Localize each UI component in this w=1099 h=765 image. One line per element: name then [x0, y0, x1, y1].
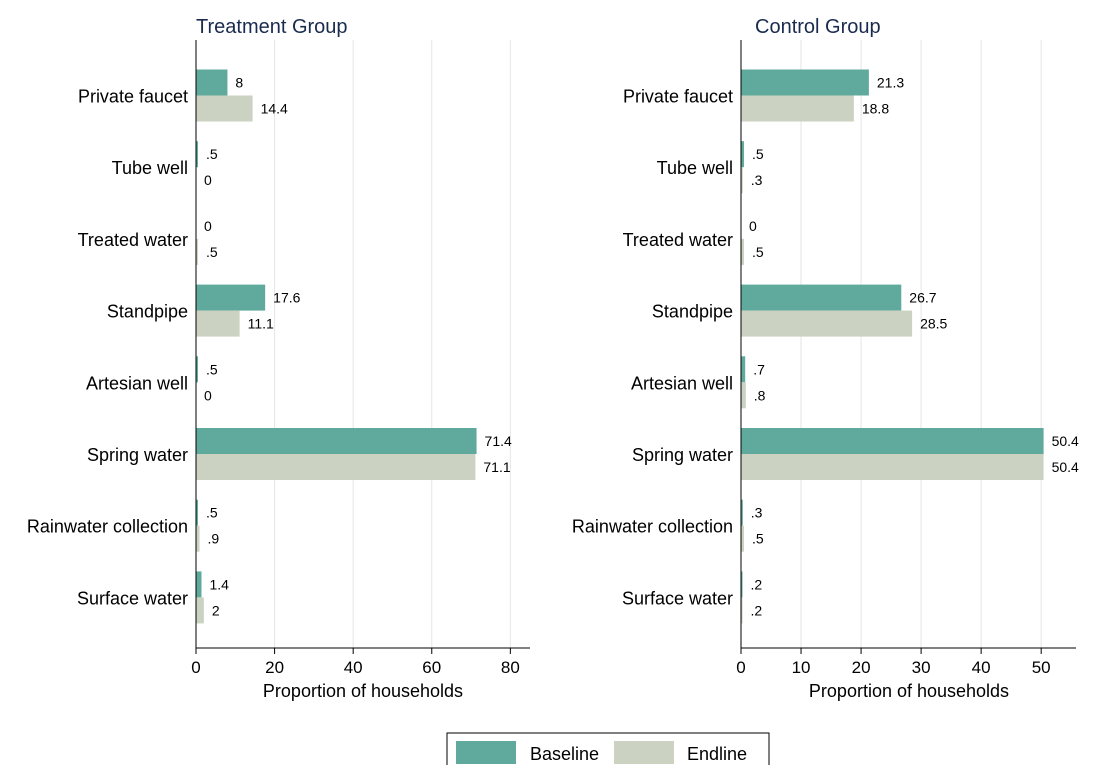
legend: Baseline Endline [446, 732, 770, 765]
control-data-label-endline: 50.4 [1052, 459, 1079, 475]
control-data-label-baseline: .7 [753, 361, 765, 377]
control-data-label-endline: .5 [752, 531, 764, 547]
treatment-data-label-endline: 71.1 [483, 459, 510, 475]
control-bar-endline [741, 382, 746, 409]
treatment-bar-baseline [196, 428, 477, 454]
legend-label-baseline: Baseline [530, 744, 599, 764]
treatment-bar-baseline [196, 356, 198, 383]
control-bar-baseline [741, 356, 746, 383]
treatment-data-label-endline: 2 [212, 602, 220, 618]
treatment-data-label-baseline: .5 [206, 505, 218, 521]
treatment-bar-baseline [196, 499, 198, 526]
treatment-bar-baseline [196, 69, 228, 96]
treatment-category-label: Standpipe [107, 302, 188, 322]
control-x-tick-label: 30 [912, 658, 931, 677]
control-bar-baseline [741, 284, 902, 311]
control-data-label-baseline: 21.3 [877, 75, 904, 91]
control-bar-baseline [741, 499, 743, 526]
legend-swatch-baseline [456, 741, 516, 764]
treatment-bar-endline [196, 95, 253, 122]
treatment-category-label: Artesian well [86, 373, 188, 393]
legend-swatch-endline [614, 741, 674, 764]
treatment-category-label: Rainwater collection [27, 517, 188, 537]
control-x-tick-label: 40 [972, 658, 991, 677]
control-bar-endline [741, 310, 913, 337]
control-x-axis-title: Proportion of households [809, 681, 1009, 701]
control-bar-baseline [741, 428, 1044, 454]
control-data-label-endline: .3 [751, 172, 763, 188]
control-data-label-baseline: 50.4 [1052, 433, 1079, 449]
treatment-data-label-endline: 0 [204, 172, 212, 188]
control-data-label-endline: 18.8 [862, 101, 889, 117]
treatment-data-label-endline: .9 [208, 531, 220, 547]
control-data-label-endline: .8 [754, 387, 766, 403]
control-category-label: Tube well [657, 158, 733, 178]
control-bar-endline [741, 597, 743, 624]
control-bar-baseline [741, 571, 743, 598]
treatment-x-tick-label: 80 [501, 658, 520, 677]
treatment-data-label-endline: 14.4 [261, 101, 288, 117]
control-bar-baseline [741, 69, 869, 96]
treatment-x-tick-label: 40 [344, 658, 363, 677]
control-data-label-baseline: 26.7 [909, 290, 936, 306]
control-category-label: Standpipe [652, 302, 733, 322]
control-bar-endline [741, 238, 745, 265]
control-data-label-baseline: .5 [752, 146, 764, 162]
treatment-bar-endline [196, 597, 204, 624]
control-category-label: Rainwater collection [572, 517, 733, 537]
treatment-data-label-baseline: 0 [204, 218, 212, 234]
control-x-tick-label: 0 [736, 658, 745, 677]
treatment-data-label-baseline: 8 [235, 75, 243, 91]
control-bar-endline [741, 525, 745, 552]
treatment-bar-endline [196, 525, 200, 552]
legend-label-endline: Endline [687, 744, 747, 764]
control-bar-endline [741, 95, 854, 122]
control-data-label-endline: .5 [752, 244, 764, 260]
control-x-tick-label: 50 [1032, 658, 1051, 677]
treatment-group-panel: Treatment Group Proportion of households… [27, 16, 530, 701]
treatment-group-title: Treatment Group [196, 16, 348, 38]
control-bar-baseline [741, 141, 745, 168]
treatment-category-label: Surface water [77, 588, 188, 608]
control-bar-endline [741, 167, 743, 194]
treatment-data-label-baseline: 17.6 [273, 290, 300, 306]
treatment-data-label-baseline: .5 [206, 361, 218, 377]
treatment-bar-baseline [196, 571, 202, 598]
treatment-bar-endline [196, 238, 198, 265]
control-category-label: Artesian well [631, 373, 733, 393]
treatment-category-label: Tube well [112, 158, 188, 178]
control-data-label-baseline: 0 [749, 218, 757, 234]
control-data-label-endline: 28.5 [920, 316, 947, 332]
treatment-category-label: Treated water [78, 230, 188, 250]
control-bar-endline [741, 454, 1044, 480]
treatment-x-tick-label: 0 [191, 658, 200, 677]
control-category-label: Treated water [623, 230, 733, 250]
treatment-bar-baseline [196, 141, 198, 168]
treatment-category-label: Spring water [87, 445, 188, 465]
treatment-bar-endline [196, 454, 476, 480]
treatment-bar-baseline [196, 284, 266, 311]
treatment-category-label: Private faucet [78, 87, 188, 107]
control-group-title: Control Group [755, 16, 881, 38]
treatment-bar-endline [196, 310, 240, 337]
treatment-data-label-baseline: 1.4 [210, 576, 230, 592]
treatment-data-label-baseline: 71.4 [485, 433, 512, 449]
control-x-tick-label: 20 [852, 658, 871, 677]
control-data-label-endline: .2 [751, 602, 763, 618]
treatment-data-label-endline: .5 [206, 244, 218, 260]
control-data-label-baseline: .2 [751, 576, 763, 592]
treatment-data-label-baseline: .5 [206, 146, 218, 162]
control-group-panel: Control Group Proportion of households 2… [572, 16, 1079, 701]
control-category-label: Private faucet [623, 87, 733, 107]
treatment-data-label-endline: 0 [204, 387, 212, 403]
treatment-data-label-endline: 11.1 [248, 316, 274, 332]
control-category-label: Spring water [632, 445, 733, 465]
treatment-x-tick-label: 20 [265, 658, 284, 677]
control-data-label-baseline: .3 [751, 505, 763, 521]
control-x-tick-label: 10 [792, 658, 811, 677]
treatment-x-tick-label: 60 [422, 658, 441, 677]
treatment-x-axis-title: Proportion of households [263, 681, 463, 701]
control-category-label: Surface water [622, 588, 733, 608]
